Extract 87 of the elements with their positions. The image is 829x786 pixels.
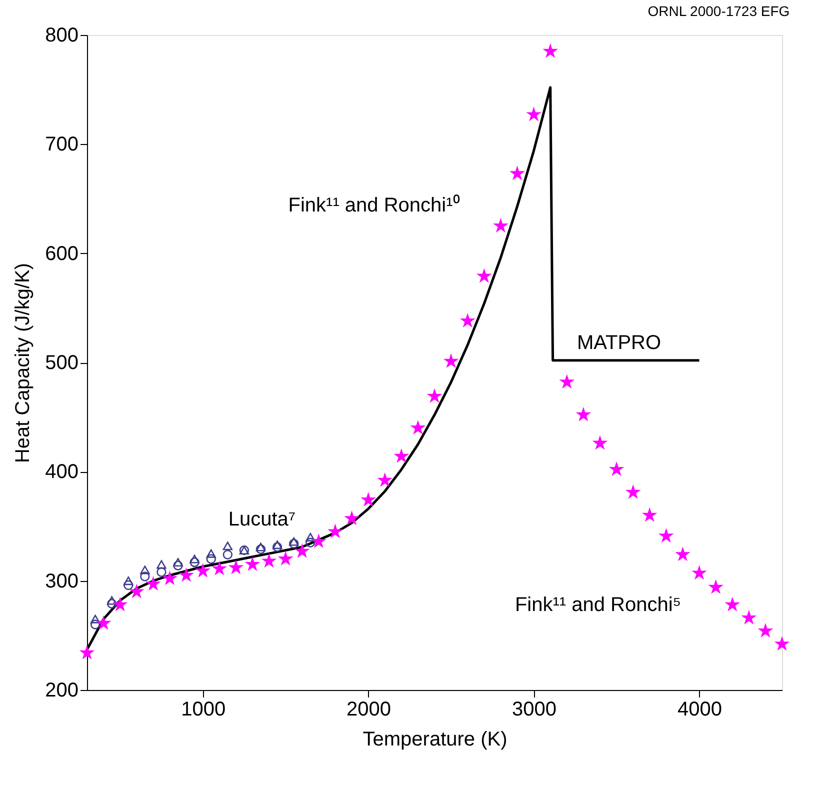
point xyxy=(542,43,558,58)
point xyxy=(96,615,112,630)
point xyxy=(608,461,624,476)
y-axis-title: Heat Capacity (J/kg/K) xyxy=(12,262,34,464)
annotation: Fink¹¹ and Ronchi⁵ xyxy=(514,594,682,616)
point xyxy=(592,435,608,450)
x-tick-label: 1000 xyxy=(181,698,226,720)
point xyxy=(306,538,316,548)
point xyxy=(272,542,282,552)
point xyxy=(377,472,393,487)
annotation: Fink¹¹ and Ronchi¹⁰ xyxy=(288,193,460,216)
point xyxy=(173,560,183,570)
y-tick-label: 500 xyxy=(45,352,78,374)
point xyxy=(256,542,266,552)
point xyxy=(206,549,216,558)
point xyxy=(289,538,299,549)
point xyxy=(476,268,492,283)
point xyxy=(294,543,310,558)
point xyxy=(140,566,150,574)
x-axis-title: Temperature (K) xyxy=(362,728,508,750)
point xyxy=(526,106,542,122)
point xyxy=(90,614,100,624)
y-tick-label: 800 xyxy=(45,24,78,46)
point xyxy=(79,644,95,660)
point xyxy=(576,406,592,422)
point xyxy=(642,507,658,522)
y-tick-label: 600 xyxy=(45,242,78,265)
point xyxy=(112,596,128,612)
point xyxy=(124,580,134,590)
point xyxy=(272,540,282,550)
x-tick-label: 3000 xyxy=(512,698,557,720)
point xyxy=(306,532,316,542)
point xyxy=(360,492,376,507)
text: ORNL 2000-1723 EFG xyxy=(648,3,790,19)
point xyxy=(708,579,724,594)
point xyxy=(173,558,183,567)
point xyxy=(146,576,161,591)
point xyxy=(90,620,100,630)
point xyxy=(658,528,674,543)
point xyxy=(222,550,232,560)
point xyxy=(212,560,228,576)
x-tick-label: 4000 xyxy=(678,698,722,720)
point xyxy=(443,353,459,368)
point xyxy=(460,312,476,328)
point xyxy=(741,610,757,624)
point xyxy=(493,218,508,233)
point xyxy=(162,570,178,586)
point xyxy=(328,524,343,538)
point xyxy=(510,166,525,180)
point xyxy=(344,510,360,526)
point xyxy=(410,420,426,435)
point xyxy=(228,560,244,574)
annotation: Lucuta⁷ xyxy=(228,508,296,531)
point xyxy=(190,557,200,568)
point xyxy=(625,484,641,499)
point xyxy=(675,546,690,562)
point xyxy=(190,554,200,564)
y-tick-label: 400 xyxy=(45,461,78,484)
point xyxy=(289,537,299,546)
point xyxy=(206,554,216,564)
y-tick-label: 700 xyxy=(45,134,78,156)
point xyxy=(178,567,194,582)
point xyxy=(195,562,210,578)
annotation: MATPRO xyxy=(576,332,662,354)
point xyxy=(394,448,410,463)
point xyxy=(124,576,134,586)
point xyxy=(156,560,166,569)
point xyxy=(222,542,232,550)
point xyxy=(140,572,150,582)
point xyxy=(106,596,117,605)
point xyxy=(426,388,442,403)
point xyxy=(256,544,266,554)
point xyxy=(724,596,740,612)
point xyxy=(244,556,260,571)
point xyxy=(106,598,117,609)
point xyxy=(758,622,774,638)
point xyxy=(774,636,790,651)
point xyxy=(311,533,326,548)
point xyxy=(128,584,144,598)
x-tick-label: 2000 xyxy=(346,698,392,720)
point xyxy=(278,550,294,566)
point xyxy=(559,374,575,389)
y-tick-label: 200 xyxy=(45,680,78,702)
point xyxy=(692,565,707,580)
point xyxy=(156,567,166,577)
point xyxy=(261,553,277,568)
y-tick-label: 300 xyxy=(45,570,78,592)
